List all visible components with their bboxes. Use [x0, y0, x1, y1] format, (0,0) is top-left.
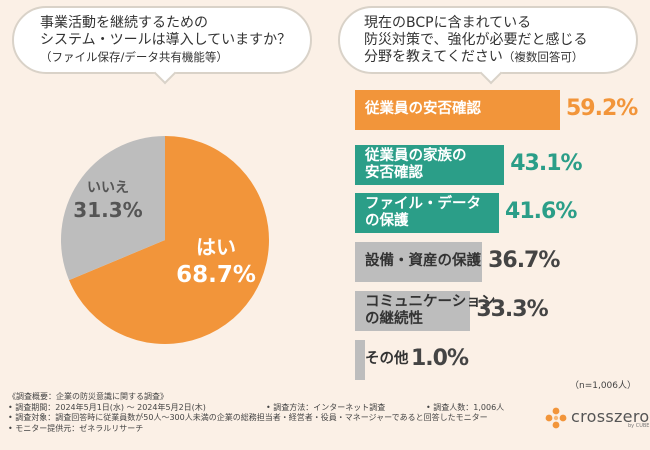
- pie-label-yes: はい: [196, 235, 236, 259]
- crosszero-logo: crosszero by CUBE: [545, 407, 649, 429]
- pie-slice-no: [60, 136, 165, 281]
- bar: [355, 90, 560, 130]
- bar-value-label: 59.2%: [566, 96, 638, 121]
- bar-label: 設備・資産の保護: [365, 253, 481, 269]
- bar: [355, 242, 483, 282]
- bar-label: ファイル・データ の保護: [365, 196, 481, 229]
- logo-mark-icon: [545, 407, 567, 429]
- bar-label: 従業員の安否確認: [365, 101, 481, 117]
- bar-value-label: 41.6%: [505, 199, 577, 224]
- bar-value-label: 33.3%: [476, 297, 548, 322]
- question-1-bubble: 事業活動を継続するための システム・ツールは導入していますか？ （ファイル保存/…: [12, 6, 312, 85]
- bar-value-label: 1.0%: [411, 346, 469, 371]
- bar: [355, 291, 471, 331]
- respondent-count: （n=1,006人）: [569, 381, 636, 391]
- question-2-bubble: 現在のBCPに含まれている 防災対策で、強化が必要だと感じる 分野を教えてくださ…: [338, 6, 638, 85]
- logo-name: crosszero: [571, 407, 650, 426]
- bar: [355, 340, 365, 380]
- bar-label: その他: [365, 351, 409, 367]
- bar: [355, 145, 505, 185]
- pie-value-yes: 68.7%: [176, 262, 256, 288]
- pie-label-no: いいえ: [87, 180, 129, 196]
- pie-value-no: 31.3%: [73, 198, 142, 222]
- bar-label: コミュニケーション の継続性: [365, 294, 496, 327]
- question-1-text: 事業活動を継続するための システム・ツールは導入していますか？ （ファイル保存/…: [40, 15, 292, 64]
- question-2-text: 現在のBCPに含まれている 防災対策で、強化が必要だと感じる 分野を教えてくださ…: [364, 15, 588, 65]
- bar-value-label: 36.7%: [488, 248, 560, 273]
- pie-chart: はい 68.7% いいえ 31.3%: [60, 136, 269, 344]
- bar: [355, 193, 500, 233]
- pie-slice-yes: [69, 136, 269, 344]
- bar-label: 従業員の家族の 安否確認: [365, 148, 467, 181]
- bar-value-label: 43.1%: [510, 151, 582, 176]
- logo-sub: by CUBE: [627, 423, 650, 429]
